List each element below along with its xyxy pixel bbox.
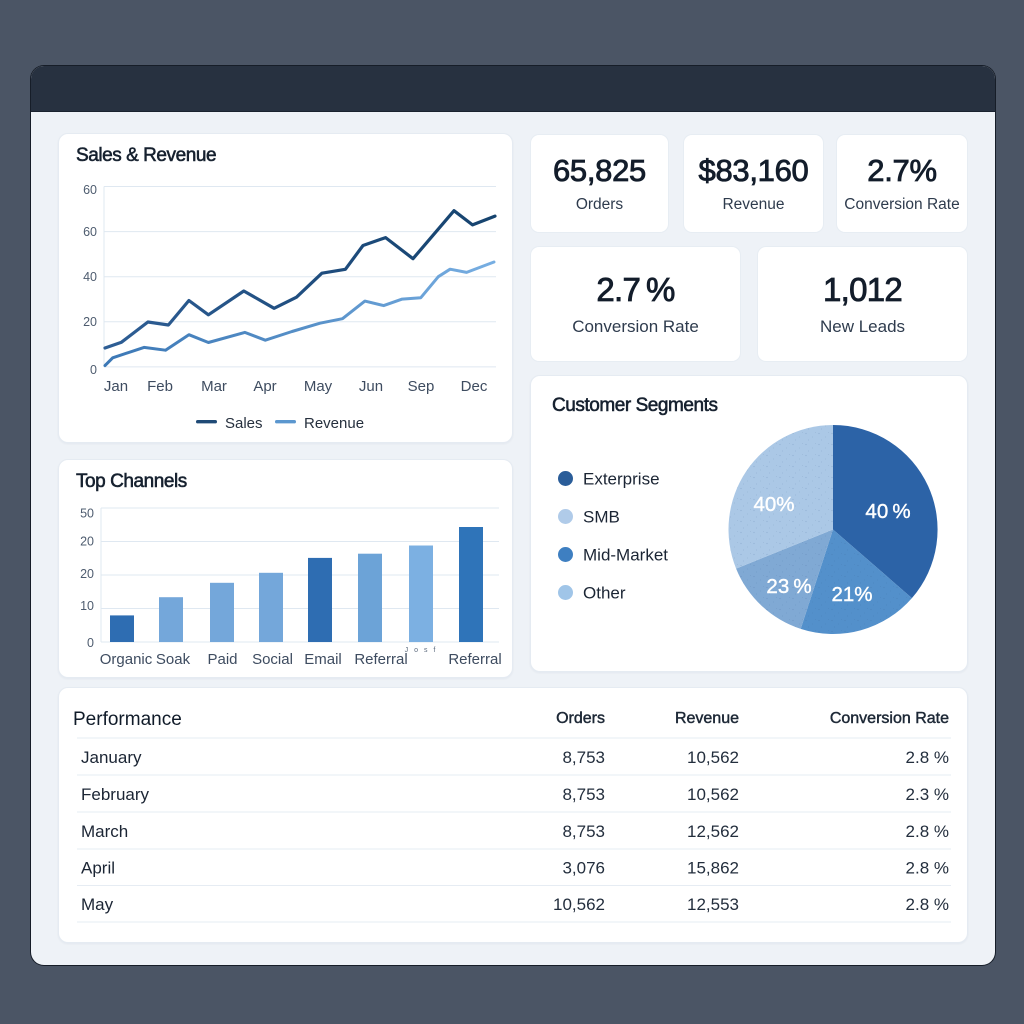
svg-text:Revenue: Revenue [304, 415, 364, 432]
svg-text:Referral: Referral [448, 651, 501, 668]
svg-text:J o s f: J o s f [405, 647, 438, 654]
svg-text:Mar: Mar [201, 378, 227, 395]
svg-text:8,753: 8,753 [562, 785, 605, 804]
svg-text:12,562: 12,562 [687, 822, 739, 841]
svg-text:8,753: 8,753 [562, 822, 605, 841]
svg-text:3,076: 3,076 [562, 859, 605, 878]
svg-text:40%: 40% [753, 493, 794, 516]
svg-text:Other: Other [583, 584, 626, 603]
svg-text:Jan: Jan [104, 378, 128, 395]
svg-text:Organic: Organic [100, 651, 153, 668]
svg-text:20: 20 [80, 534, 94, 548]
svg-text:2.8 %: 2.8 % [906, 748, 949, 767]
svg-text:Email: Email [304, 651, 342, 668]
svg-text:0: 0 [90, 363, 97, 377]
svg-text:Orders: Orders [556, 710, 605, 727]
svg-text:10: 10 [80, 599, 94, 613]
svg-text:Revenue: Revenue [675, 710, 739, 727]
svg-text:40 %: 40 % [865, 500, 910, 523]
svg-text:Feb: Feb [147, 378, 173, 395]
svg-text:50: 50 [80, 507, 94, 521]
svg-text:2.8 %: 2.8 % [906, 895, 949, 914]
svg-text:Social: Social [252, 651, 293, 668]
svg-text:April: April [81, 859, 115, 878]
svg-text:March: March [81, 822, 128, 841]
svg-text:2.8 %: 2.8 % [906, 822, 949, 841]
svg-text:21%: 21% [831, 583, 872, 606]
svg-text:January: January [81, 748, 142, 767]
svg-text:February: February [81, 785, 150, 804]
svg-text:0: 0 [87, 636, 94, 650]
svg-text:12,553: 12,553 [687, 895, 739, 914]
svg-text:40: 40 [83, 270, 97, 284]
svg-text:20: 20 [83, 315, 97, 329]
svg-text:60: 60 [83, 183, 97, 197]
svg-text:May: May [304, 378, 333, 395]
svg-text:May: May [81, 895, 114, 914]
svg-text:23 %: 23 % [766, 575, 811, 598]
svg-text:Soak: Soak [156, 651, 191, 668]
svg-text:SMB: SMB [583, 508, 620, 527]
svg-text:Sales: Sales [225, 415, 263, 432]
svg-text:60: 60 [83, 225, 97, 239]
svg-text:2.3 %: 2.3 % [906, 785, 949, 804]
svg-text:Exterprise: Exterprise [583, 470, 660, 489]
svg-text:2.8 %: 2.8 % [906, 859, 949, 878]
svg-text:8,753: 8,753 [562, 748, 605, 767]
svg-text:10,562: 10,562 [687, 785, 739, 804]
svg-text:Dec: Dec [461, 378, 488, 395]
svg-text:Mid-Market: Mid-Market [583, 546, 668, 565]
svg-text:15,862: 15,862 [687, 859, 739, 878]
svg-text:Sep: Sep [408, 378, 435, 395]
svg-text:Paid: Paid [207, 651, 237, 668]
svg-text:Performance: Performance [73, 709, 182, 730]
svg-text:Apr: Apr [253, 378, 276, 395]
svg-text:Conversion Rate: Conversion Rate [830, 710, 949, 727]
svg-text:10,562: 10,562 [687, 748, 739, 767]
svg-text:10,562: 10,562 [553, 895, 605, 914]
svg-text:Referral: Referral [354, 651, 407, 668]
svg-text:20: 20 [80, 567, 94, 581]
svg-text:Jun: Jun [359, 378, 383, 395]
